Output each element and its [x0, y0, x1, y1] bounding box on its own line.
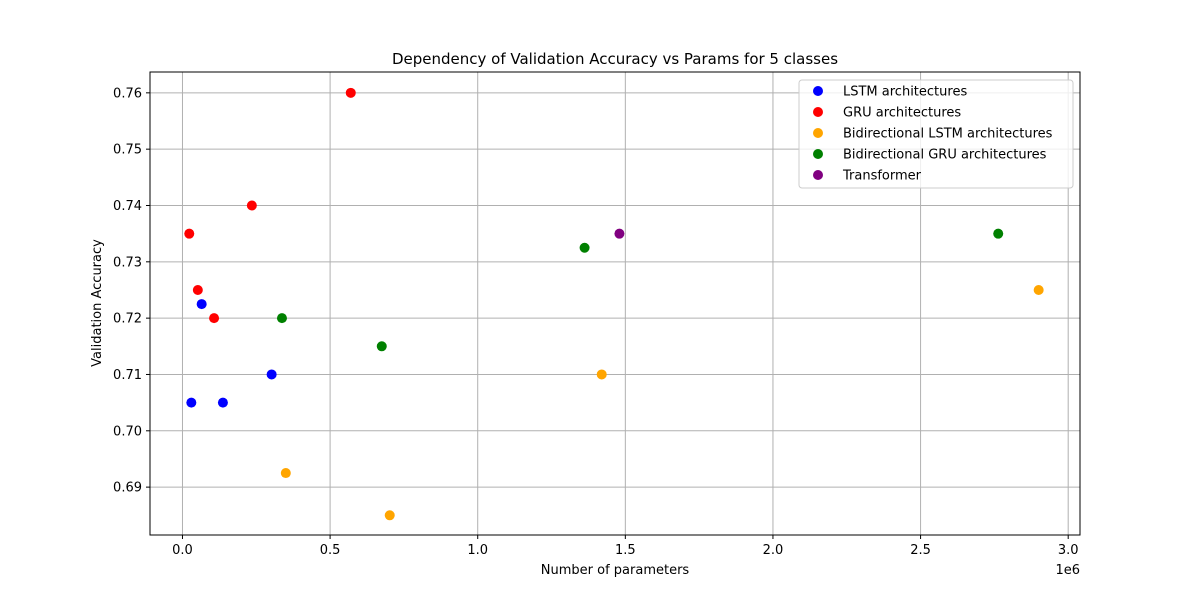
y-tick-label: 0.73 — [113, 255, 142, 270]
legend-entry-label: LSTM architectures — [843, 85, 967, 100]
y-axis-ticks: 0.69 0.70 0.71 0.72 0.73 0.74 0.75 0.76 — [113, 86, 150, 496]
y-tick-label: 0.74 — [113, 199, 142, 214]
legend-marker — [813, 107, 823, 117]
x-tick-label: 2.5 — [910, 543, 931, 558]
legend-frame — [798, 79, 1074, 189]
data-point — [209, 313, 220, 324]
legend-entry-label: Bidirectional GRU architectures — [843, 148, 1047, 163]
data-point — [186, 397, 197, 408]
x-axis-offset-label: 1e6 — [1055, 563, 1080, 578]
y-tick-label: 0.76 — [113, 86, 142, 101]
x-tick-label: 0.0 — [172, 543, 193, 558]
legend: LSTM architectures GRU architectures Bidir… — [798, 79, 1074, 189]
data-point — [266, 369, 277, 380]
data-point — [280, 468, 291, 479]
data-point — [993, 228, 1004, 239]
data-point — [596, 369, 607, 380]
data-point — [1033, 284, 1044, 295]
x-tick-label: 1.0 — [467, 543, 488, 558]
legend-marker — [813, 128, 823, 138]
data-point — [196, 299, 207, 310]
x-tick-label: 2.0 — [763, 543, 784, 558]
x-tick-label: 1.5 — [615, 543, 636, 558]
legend-entry-label: GRU architectures — [843, 106, 961, 121]
y-axis-label: Validation Accuracy — [90, 239, 105, 367]
data-point — [384, 510, 395, 521]
data-point — [579, 242, 590, 253]
legend-marker — [813, 86, 823, 96]
y-tick-label: 0.72 — [113, 312, 142, 327]
data-point — [246, 200, 257, 211]
data-point — [614, 228, 625, 239]
data-point — [192, 284, 203, 295]
y-tick-label: 0.71 — [113, 368, 142, 383]
plot-area-frame — [149, 71, 1081, 536]
y-tick-label: 0.75 — [113, 143, 142, 158]
legend-marker — [813, 170, 823, 180]
legend-entry-label: Transformer — [842, 169, 922, 184]
x-tick-label: 3.0 — [1058, 543, 1079, 558]
legend-marker — [813, 149, 823, 159]
grid — [150, 72, 1080, 535]
x-axis-ticks: 0.0 0.5 1.0 1.5 2.0 2.5 3.0 — [172, 535, 1079, 558]
x-tick-label: 0.5 — [320, 543, 341, 558]
data-point — [184, 228, 195, 239]
legend-entry-label: Bidirectional LSTM architectures — [843, 127, 1053, 142]
data-point — [345, 87, 356, 98]
y-tick-label: 0.69 — [113, 481, 142, 496]
y-tick-label: 0.70 — [113, 424, 142, 439]
data-point — [217, 397, 228, 408]
data-point — [276, 313, 287, 324]
data-points — [184, 87, 1044, 521]
x-axis-label: Number of parameters — [541, 563, 690, 578]
data-point — [376, 341, 387, 352]
chart-title: Dependency of Validation Accuracy vs Par… — [392, 50, 838, 68]
